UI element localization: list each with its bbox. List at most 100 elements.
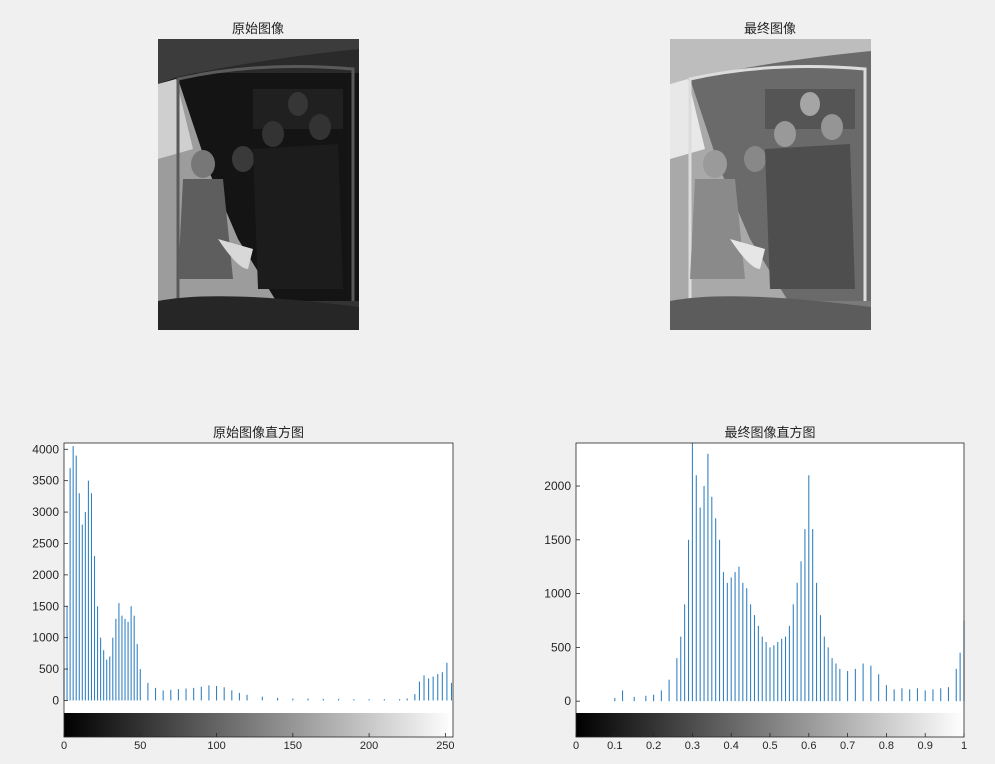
histogram-bar <box>711 496 713 702</box>
histogram-bar <box>676 658 678 702</box>
chart-title: 最终图像直方图 <box>724 425 815 441</box>
y-tick-label: 1000 <box>544 587 571 601</box>
histogram-bar <box>368 699 370 701</box>
histogram-bar <box>715 518 717 702</box>
histogram-bar <box>645 695 647 702</box>
histogram-bar <box>940 688 942 702</box>
histogram-bar <box>730 577 732 702</box>
histogram-bar <box>742 582 744 702</box>
final-image <box>670 39 871 330</box>
histogram-bar <box>136 643 138 701</box>
histogram-bar <box>432 676 434 701</box>
histogram-bar <box>687 539 690 702</box>
x-tick-label: 250 <box>436 740 454 752</box>
y-tick-label: 2000 <box>32 568 59 582</box>
histogram-bar <box>406 698 408 701</box>
histogram-bar <box>816 582 818 702</box>
y-tick-label: 500 <box>551 640 571 654</box>
histogram-bar <box>414 694 416 701</box>
histogram-bar <box>69 468 71 701</box>
histogram-bar <box>773 645 775 702</box>
histogram-bar <box>870 665 872 702</box>
histogram-bar <box>924 690 926 702</box>
plot-area <box>64 443 453 713</box>
histogram-bar <box>827 647 829 702</box>
histogram-bar <box>633 696 635 702</box>
original-image <box>158 39 359 330</box>
histogram-bar <box>691 443 693 702</box>
original-image-title: 原始图像 <box>231 22 284 37</box>
histogram-bar <box>726 582 728 702</box>
histogram-bar <box>223 687 225 701</box>
y-tick-label: 0 <box>564 694 571 708</box>
histogram-bar <box>746 588 748 702</box>
y-tick-label: 3000 <box>32 505 59 519</box>
histogram-bar <box>901 688 903 702</box>
histogram-bar <box>854 668 856 702</box>
histogram-bar <box>87 480 89 701</box>
histogram-bar <box>781 638 783 702</box>
x-tick-label: 0.8 <box>879 740 894 752</box>
histogram-bar <box>246 694 248 701</box>
histogram-bar <box>423 675 425 701</box>
x-tick-label: 0.3 <box>685 740 700 752</box>
histogram-bar <box>127 621 129 701</box>
histogram-bar <box>800 561 802 702</box>
x-tick-label: 0 <box>573 740 579 752</box>
histogram-bar <box>124 618 126 701</box>
histogram-bar <box>878 674 880 702</box>
histogram-bar <box>722 572 724 702</box>
histogram-bar <box>399 699 401 701</box>
histogram-bar <box>753 615 756 702</box>
x-tick-label: 0.9 <box>918 740 933 752</box>
histogram-bar <box>338 698 340 701</box>
final-image-title: 最终图像 <box>743 22 796 37</box>
histogram-bar <box>238 692 240 701</box>
histogram-bar <box>831 658 833 702</box>
histogram-bar <box>703 486 705 702</box>
x-tick-label: 100 <box>207 740 225 752</box>
y-tick-label: 0 <box>52 693 59 707</box>
histogram-bar <box>441 672 443 701</box>
histogram-bar <box>765 642 767 702</box>
gray-colorbar <box>64 713 453 737</box>
histogram-bar <box>130 606 132 701</box>
y-tick-label: 500 <box>39 662 59 676</box>
histogram-bar <box>112 637 114 701</box>
histogram-bar <box>437 674 439 701</box>
histogram-bar <box>118 603 120 701</box>
y-tick-label: 2000 <box>544 479 571 493</box>
histogram-bar <box>738 566 740 702</box>
x-tick-label: 200 <box>360 740 378 752</box>
histogram-bar <box>622 690 624 702</box>
histogram-bar <box>916 688 918 702</box>
histogram-bar <box>734 572 736 702</box>
axes-box <box>63 442 454 738</box>
histogram-bar <box>804 529 806 702</box>
x-tick-label: 0 <box>61 740 67 752</box>
histogram-bar <box>216 686 218 701</box>
histogram-bar <box>788 625 790 702</box>
histogram-bar <box>115 618 117 701</box>
histogram-bar <box>170 689 172 701</box>
histogram-bar <box>719 539 721 702</box>
histogram-bar <box>84 512 86 701</box>
histogram-bar <box>193 687 195 701</box>
histogram-bar <box>81 524 83 701</box>
histogram-bar <box>680 636 682 702</box>
histogram-bar <box>614 697 616 702</box>
chart-title: 原始图像直方图 <box>213 425 304 441</box>
histogram-bar <box>154 687 157 701</box>
histogram-bar <box>932 689 934 702</box>
histogram-bar <box>90 493 92 701</box>
histogram-bar <box>418 681 420 701</box>
x-tick-label: 0.1 <box>607 740 622 752</box>
histogram-bar <box>353 699 355 701</box>
histogram-bar <box>185 688 187 701</box>
histogram-bar <box>231 690 233 701</box>
histogram-bar <box>261 696 263 701</box>
histogram-bar <box>100 637 102 701</box>
histogram-bar <box>322 698 324 701</box>
x-tick-label: 0.6 <box>801 740 816 752</box>
